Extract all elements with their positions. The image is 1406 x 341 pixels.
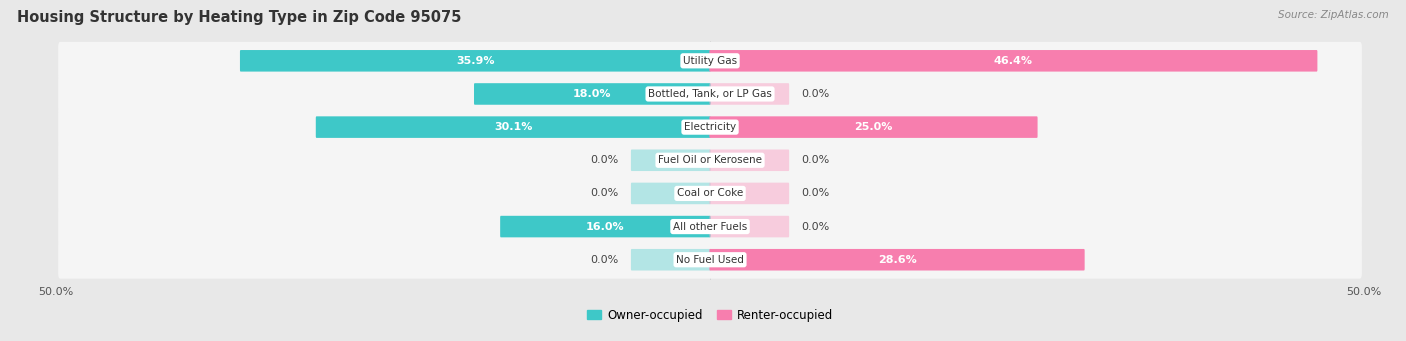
FancyBboxPatch shape xyxy=(631,183,710,204)
FancyBboxPatch shape xyxy=(58,241,1362,279)
FancyBboxPatch shape xyxy=(58,142,1362,179)
Text: 0.0%: 0.0% xyxy=(801,222,830,232)
Text: Source: ZipAtlas.com: Source: ZipAtlas.com xyxy=(1278,10,1389,20)
Text: Electricity: Electricity xyxy=(683,122,737,132)
FancyBboxPatch shape xyxy=(240,50,710,72)
Text: 0.0%: 0.0% xyxy=(801,89,830,99)
FancyBboxPatch shape xyxy=(710,183,789,204)
FancyBboxPatch shape xyxy=(58,175,1362,212)
FancyBboxPatch shape xyxy=(58,42,1362,80)
FancyBboxPatch shape xyxy=(710,249,1084,270)
Text: 0.0%: 0.0% xyxy=(591,155,619,165)
FancyBboxPatch shape xyxy=(710,149,789,171)
Text: 18.0%: 18.0% xyxy=(574,89,612,99)
FancyBboxPatch shape xyxy=(58,108,1362,146)
FancyBboxPatch shape xyxy=(710,83,789,105)
FancyBboxPatch shape xyxy=(58,208,1362,246)
Text: 0.0%: 0.0% xyxy=(801,189,830,198)
Text: Bottled, Tank, or LP Gas: Bottled, Tank, or LP Gas xyxy=(648,89,772,99)
FancyBboxPatch shape xyxy=(710,116,1038,138)
Legend: Owner-occupied, Renter-occupied: Owner-occupied, Renter-occupied xyxy=(582,304,838,326)
Text: 0.0%: 0.0% xyxy=(591,255,619,265)
FancyBboxPatch shape xyxy=(631,249,710,270)
FancyBboxPatch shape xyxy=(316,116,710,138)
FancyBboxPatch shape xyxy=(474,83,710,105)
Text: Utility Gas: Utility Gas xyxy=(683,56,737,66)
FancyBboxPatch shape xyxy=(710,216,789,237)
FancyBboxPatch shape xyxy=(58,75,1362,113)
FancyBboxPatch shape xyxy=(501,216,710,237)
Text: Housing Structure by Heating Type in Zip Code 95075: Housing Structure by Heating Type in Zip… xyxy=(17,10,461,25)
Text: Coal or Coke: Coal or Coke xyxy=(676,189,744,198)
Text: 0.0%: 0.0% xyxy=(591,189,619,198)
Text: 35.9%: 35.9% xyxy=(456,56,495,66)
FancyBboxPatch shape xyxy=(710,50,1317,72)
Text: Fuel Oil or Kerosene: Fuel Oil or Kerosene xyxy=(658,155,762,165)
Text: No Fuel Used: No Fuel Used xyxy=(676,255,744,265)
Text: 25.0%: 25.0% xyxy=(855,122,893,132)
Text: 46.4%: 46.4% xyxy=(994,56,1033,66)
Text: 28.6%: 28.6% xyxy=(877,255,917,265)
Text: 0.0%: 0.0% xyxy=(801,155,830,165)
Text: 30.1%: 30.1% xyxy=(494,122,533,132)
FancyBboxPatch shape xyxy=(631,149,710,171)
Text: All other Fuels: All other Fuels xyxy=(673,222,747,232)
Text: 16.0%: 16.0% xyxy=(586,222,624,232)
